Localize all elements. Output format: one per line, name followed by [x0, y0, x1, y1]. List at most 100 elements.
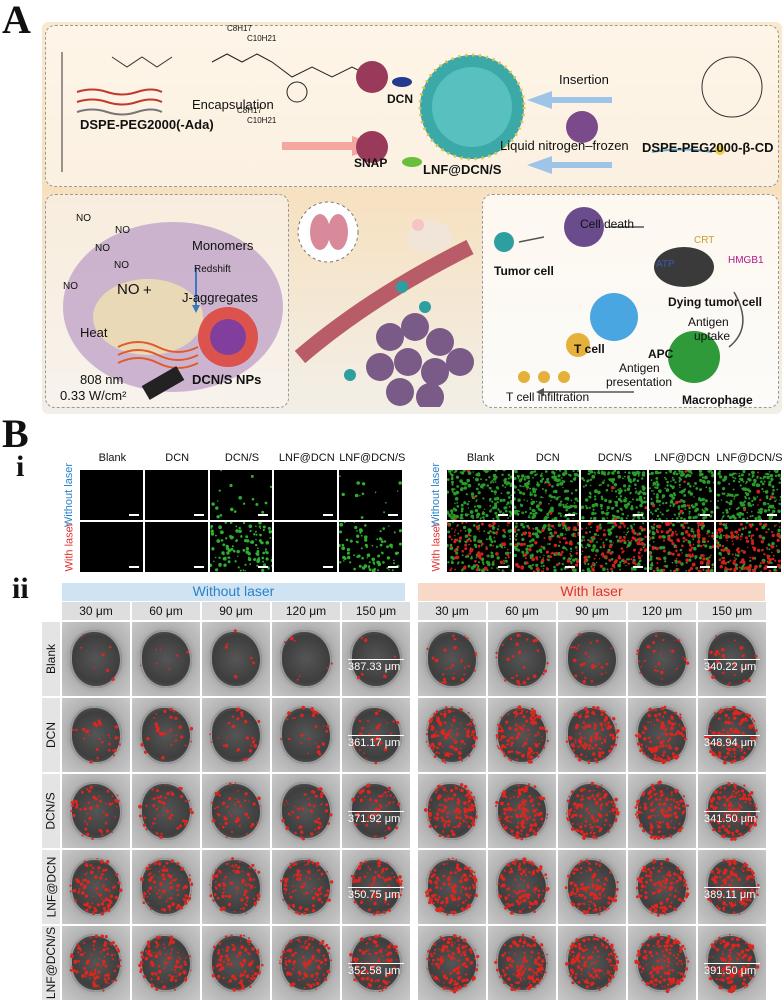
panel-ii-letter: ii	[12, 574, 29, 604]
diameter-label: 341.50 μm	[704, 813, 756, 825]
scale-bar	[323, 566, 333, 568]
depth-header: 60 μm	[132, 602, 200, 620]
micrograph-cell	[210, 470, 273, 520]
scale-bar	[258, 566, 268, 568]
diameter-line	[348, 659, 404, 660]
spheroid-cell: 361.17 μm	[342, 698, 410, 772]
dying-tumor-label: Dying tumor cell	[668, 295, 762, 309]
diameter-label: 387.33 μm	[348, 661, 400, 673]
spheroid-cell	[272, 774, 340, 848]
panel-i-letter: i	[16, 452, 24, 482]
spheroid-cell	[132, 698, 200, 772]
spheroid-cell	[132, 926, 200, 1000]
column-label-0: Blank	[447, 452, 514, 464]
diameter-line	[348, 887, 404, 888]
micrograph-cell	[80, 470, 143, 520]
micrograph-cell	[339, 470, 402, 520]
scale-bar	[565, 514, 575, 516]
spheroid-cell	[488, 698, 556, 772]
spheroid-cell	[202, 850, 270, 924]
spheroid-cell: 350.75 μm	[342, 850, 410, 924]
diameter-line	[704, 963, 760, 964]
spheroid-cell: 341.50 μm	[698, 774, 766, 848]
diameter-label: 340.22 μm	[704, 661, 756, 673]
column-label-4: LNF@DCN/S	[716, 452, 783, 464]
micrograph-cell	[514, 470, 579, 520]
spheroid-cell	[418, 850, 486, 924]
spheroid-cell	[272, 850, 340, 924]
macrophage-label: Macrophage	[682, 393, 753, 407]
micrograph-cell	[514, 522, 579, 572]
panel-b-letter: B	[2, 414, 29, 454]
t-cell-label: T cell	[574, 342, 605, 356]
chain-label-1: C8H17	[227, 24, 252, 33]
micrograph-cell	[447, 522, 512, 572]
row-label-1: With laser	[427, 522, 445, 572]
spheroid-cell	[488, 622, 556, 696]
depth-header: 120 μm	[272, 602, 340, 620]
diameter-label: 361.17 μm	[348, 737, 400, 749]
spheroid-cell: 348.94 μm	[698, 698, 766, 772]
column-label-2: DCN/S	[210, 452, 275, 464]
scale-bar	[194, 566, 204, 568]
spheroid-cell	[202, 774, 270, 848]
no-bubble-4: NO	[114, 260, 129, 271]
spheroid-cell: 391.50 μm	[698, 926, 766, 1000]
lipid-ada-label: DSPE-PEG2000(-Ada)	[80, 117, 214, 132]
treatment-row-text: Blank	[44, 644, 58, 674]
spheroid-cell	[202, 698, 270, 772]
snap-label: SNAP	[354, 156, 387, 170]
spheroid-cell	[628, 622, 696, 696]
spheroid-cell	[62, 926, 130, 1000]
row-label-1: With laser	[60, 522, 78, 572]
spheroid-cell	[202, 622, 270, 696]
micrograph-cell	[80, 522, 143, 572]
insertion-label: Insertion	[559, 72, 609, 87]
spheroid-cell	[132, 622, 200, 696]
scale-bar	[258, 514, 268, 516]
spheroid-cell	[558, 850, 626, 924]
spheroid-cell	[62, 774, 130, 848]
chain-label-3: C8H17	[237, 106, 262, 115]
scale-bar	[388, 514, 398, 516]
row-label-0: Without laser	[427, 470, 445, 520]
no-bubble-1: NO	[76, 213, 91, 224]
diameter-line	[348, 963, 404, 964]
column-label-2: DCN/S	[581, 452, 648, 464]
spheroid-cell	[62, 622, 130, 696]
treatment-row-label: LNF@DCN	[42, 850, 60, 924]
micrograph-cell	[145, 522, 208, 572]
chain-label-4: C10H21	[247, 116, 276, 125]
spheroid-cell	[628, 698, 696, 772]
t-cell-infiltration-label: T cell infiltration	[506, 390, 589, 404]
spheroid-cell	[418, 774, 486, 848]
scale-bar	[633, 566, 643, 568]
tumor-illustration	[290, 187, 490, 407]
scale-bar	[129, 514, 139, 516]
freeze-label: Liquid nitrogen–frozen	[500, 138, 629, 153]
no-bubble-2: NO	[115, 225, 130, 236]
antigen-uptake-label-2: uptake	[694, 329, 730, 343]
spheroid-cell	[272, 698, 340, 772]
power-label: 0.33 W/cm²	[60, 388, 126, 403]
spheroid-cell	[628, 850, 696, 924]
spheroid-cell	[558, 698, 626, 772]
spheroid-cell	[62, 850, 130, 924]
micrograph-cell	[716, 522, 781, 572]
scale-bar	[388, 566, 398, 568]
dcn-s-nps-label: DCN/S NPs	[192, 372, 261, 387]
diameter-line	[348, 735, 404, 736]
plus-label: +	[143, 282, 152, 299]
micrograph-cell	[649, 522, 714, 572]
column-label-0: Blank	[80, 452, 145, 464]
row-label-0: Without laser	[60, 470, 78, 520]
scale-bar	[700, 566, 710, 568]
redshift-label: Redshift	[194, 264, 231, 275]
treatment-row-label: LNF@DCN/S	[42, 926, 60, 1000]
micrograph-cell	[447, 470, 512, 520]
scale-bar	[498, 514, 508, 516]
hmgb1-label: HMGB1	[728, 255, 764, 266]
depth-header: 150 μm	[698, 602, 766, 620]
